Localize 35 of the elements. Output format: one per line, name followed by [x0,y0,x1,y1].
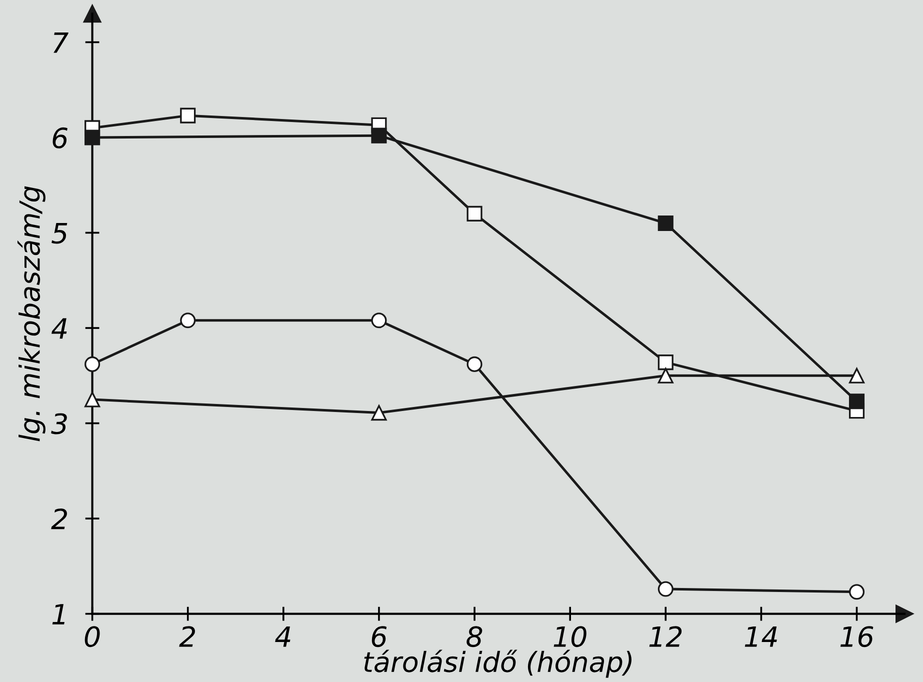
y-axis-title: lg. mikrobaszám/g [17,186,46,442]
point [180,312,196,328]
x-tick-label: 10 [554,626,586,648]
x-tick-label: 12 [649,626,682,647]
point [848,368,865,384]
point [848,394,865,410]
point [84,130,100,146]
point [180,108,196,124]
x-tick-label: 4 [275,626,290,647]
x-tick-label: 6 [372,626,387,648]
y-tick-label: 2 [51,508,67,530]
x-tick-label: 14 [744,626,777,647]
y-tick-label: 3 [51,413,67,434]
y-tick-label: 6 [52,127,68,148]
point [371,128,387,144]
point [658,581,674,597]
point [371,405,387,421]
point [658,354,674,370]
y-tick-label: 4 [52,318,67,339]
point [848,584,865,600]
y-tick-label: 1 [52,604,64,624]
point [466,356,482,372]
x-tick-label: 16 [840,626,874,648]
x-tick-label: 8 [466,626,482,648]
x-axis-title: tárolási idő (hónap) [364,650,632,678]
x-tick-label: 2 [179,626,195,647]
y-tick-label: 7 [54,32,68,53]
x-tick-label: 0 [84,626,100,648]
point [466,206,482,222]
point [84,356,100,372]
point [658,215,674,231]
point [658,368,674,384]
y-tick-label: 5 [52,223,68,244]
point [371,312,387,328]
point [84,392,100,408]
